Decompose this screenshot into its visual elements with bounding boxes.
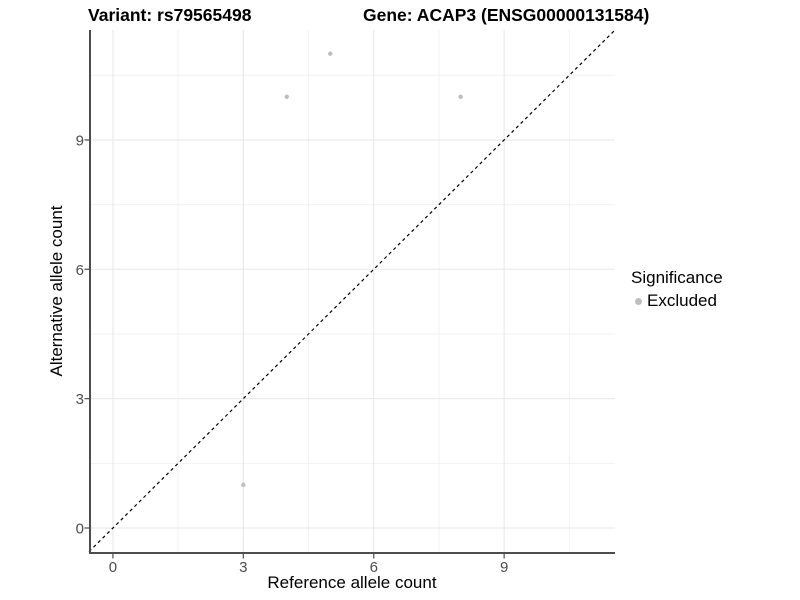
legend-key-dot-icon xyxy=(635,297,642,305)
x-tick-label: 0 xyxy=(109,559,117,576)
y-tick-label: 3 xyxy=(76,391,84,408)
legend-entries: Excluded xyxy=(631,291,723,311)
legend-entry-label: Excluded xyxy=(647,291,717,310)
data-point xyxy=(284,94,289,100)
x-axis-title: Reference allele count xyxy=(267,573,437,592)
legend-entry: Excluded xyxy=(631,291,723,311)
legend: Significance Excluded xyxy=(631,268,723,311)
y-tick-label: 0 xyxy=(76,520,84,537)
x-tick-label: 6 xyxy=(370,559,378,576)
y-tick-label: 9 xyxy=(76,132,84,149)
plot-title-variant: Variant: rs79565498 xyxy=(88,5,252,25)
plot-title-gene: Gene: ACAP3 (ENSG00000131584) xyxy=(363,5,650,25)
data-point xyxy=(328,51,333,56)
data-point xyxy=(241,482,246,488)
x-tick-label: 3 xyxy=(239,559,247,576)
y-axis-title: Alternative allele count xyxy=(47,205,66,377)
y-tick-label: 6 xyxy=(76,262,84,279)
identity-line xyxy=(88,29,616,553)
x-tick-label: 9 xyxy=(500,559,508,576)
legend-title: Significance xyxy=(631,268,723,287)
data-point xyxy=(458,94,463,100)
